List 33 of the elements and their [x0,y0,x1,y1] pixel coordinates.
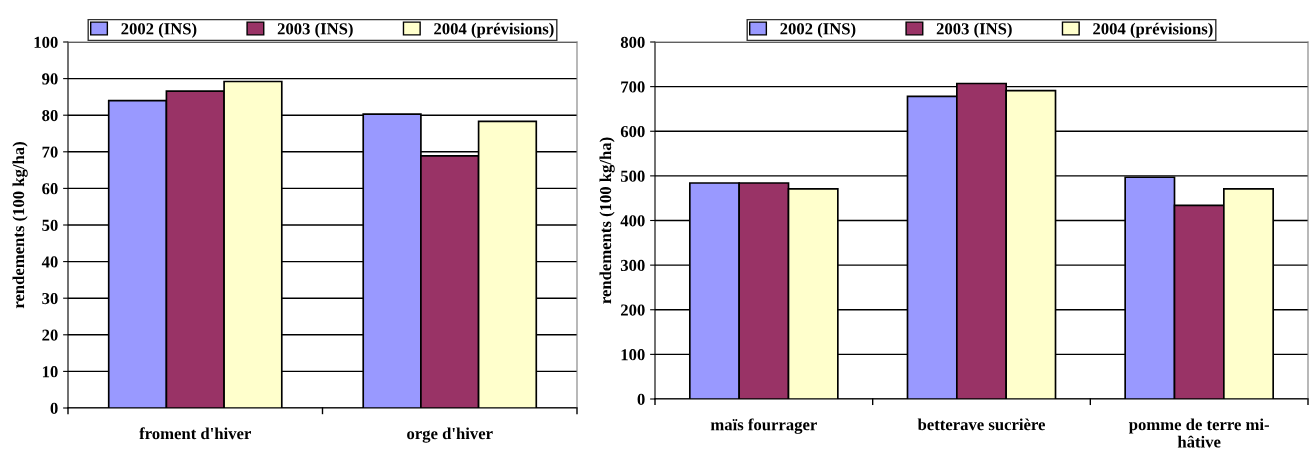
y-tick-label: 60 [42,183,58,195]
y-tick-label: 600 [620,125,645,138]
legend-label: 2004 (prévisions) [1093,22,1213,38]
y-tick-label: 200 [620,304,645,316]
y-tick-label: 50 [42,219,58,231]
y-tick-label: 80 [42,109,58,122]
y-tick-label: 10 [42,366,58,378]
y-tick-label: 20 [42,329,58,341]
x-tick-label: betterave sucrière [917,418,1045,431]
y-axis-title: rendements (100 kg/ha) [12,142,28,309]
y-tick-label: 800 [620,36,645,48]
y-tick-label: 100 [621,349,645,361]
legend-label: 2002 (INS) [780,22,856,38]
y-tick-label: 500 [620,170,645,182]
y-tick-label: 0 [637,393,645,405]
y-tick-label: 90 [42,73,58,85]
y-tick-label: 400 [620,215,645,227]
legend-label: 2002 (INS) [121,22,197,38]
legend-label: 2003 (INS) [936,22,1012,38]
y-tick-label: 100 [34,36,58,48]
y-tick-label: 300 [620,259,645,272]
x-tick-label: pomme de terre mi- hâtive [1128,418,1269,448]
y-tick-label: 700 [621,81,645,93]
x-tick-label: froment d'hiver [139,427,251,440]
y-axis-title: rendements (100 kg/ha) [599,137,615,304]
legend-label: 2003 (INS) [277,22,353,38]
x-tick-label: orge d'hiver [407,427,493,443]
y-tick-label: 30 [42,292,58,305]
x-tick-label: maïs fourrager [710,418,817,434]
y-tick-label: 0 [50,402,58,414]
legend-label: 2004 (prévisions) [434,22,554,38]
y-tick-label: 70 [42,146,58,158]
y-tick-label: 40 [41,256,58,268]
